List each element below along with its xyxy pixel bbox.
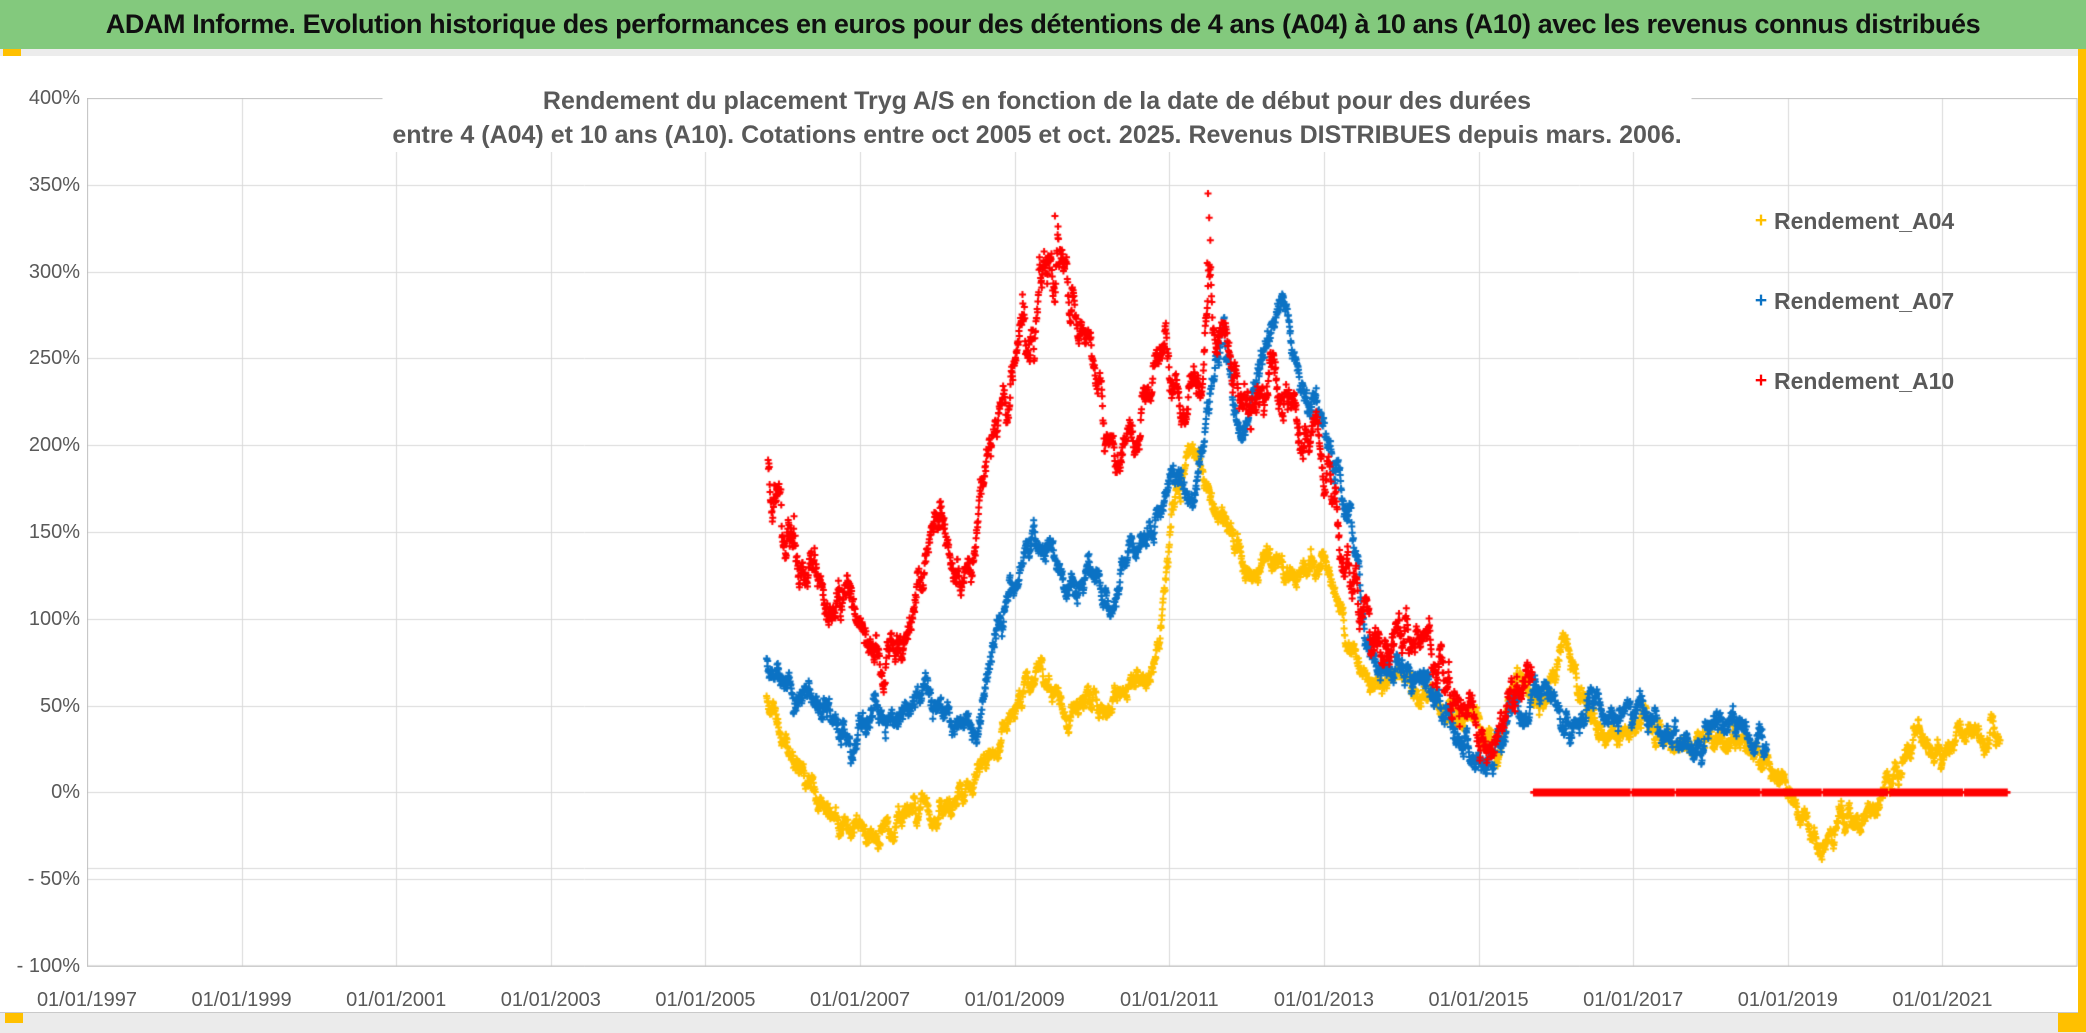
bottom-strip <box>0 1012 2086 1033</box>
legend-item-a10[interactable]: + Rendement_A10 <box>1748 360 1954 402</box>
selection-handle-bottom-left[interactable] <box>5 1013 23 1023</box>
y-tick-label: 400% <box>28 87 80 109</box>
y-tick-label: 200% <box>28 434 80 457</box>
x-tick-label: 01/01/2021 <box>1892 989 1993 1011</box>
legend-label-a10: Rendement_A10 <box>1774 367 1955 394</box>
y-tick-label: 150% <box>28 521 80 543</box>
selection-handle-top-left[interactable] <box>3 49 21 56</box>
x-tick-label: 01/01/2013 <box>1273 989 1375 1011</box>
page-title: ADAM Informe. Evolution historique des p… <box>105 9 1981 39</box>
x-tick-label: 01/01/2019 <box>1737 989 1838 1011</box>
x-tick-label: 01/01/2003 <box>500 989 601 1011</box>
x-tick-label: 01/01/2001 <box>346 989 447 1011</box>
selection-handle-bottom-right[interactable] <box>2058 1013 2086 1032</box>
x-tick-label: 01/01/2017 <box>1583 989 1684 1011</box>
legend-item-a07[interactable]: + Rendement_A07 <box>1748 280 1954 322</box>
plot-area[interactable] <box>87 98 2078 967</box>
x-tick-label: 01/01/2015 <box>1428 989 1529 1011</box>
x-tick-label: 01/01/2011 <box>1120 989 1219 1011</box>
y-tick-label: 300% <box>28 260 80 283</box>
legend-item-a04[interactable]: + Rendement_A04 <box>1748 200 1954 242</box>
x-tick-label: 01/01/2005 <box>655 989 756 1011</box>
chart-title-line2: entre 4 (A04) et 10 ans (A10). Cotations… <box>392 121 1682 149</box>
header-shadow <box>0 49 2086 56</box>
legend-label-a07: Rendement_A07 <box>1774 287 1955 314</box>
chart-title: Rendement du placement Tryg A/S en fonct… <box>382 84 1692 152</box>
header-bar: ADAM Informe. Evolution historique des p… <box>0 0 2086 49</box>
y-tick-label: 350% <box>28 173 80 196</box>
y-tick-label: 0% <box>51 781 80 804</box>
x-tick-label: 01/01/1999 <box>191 989 292 1011</box>
plus-marker-icon-a10: + <box>1754 369 1768 392</box>
legend-label-a04: Rendement_A04 <box>1774 207 1955 234</box>
y-tick-label: - 100% <box>16 955 80 977</box>
plus-marker-icon-a07: + <box>1754 289 1768 312</box>
y-tick-label: 100% <box>28 607 80 630</box>
selection-border-right[interactable] <box>2078 49 2086 1032</box>
x-tick-label: 01/01/1997 <box>36 989 138 1011</box>
x-tick-label: 01/01/2009 <box>964 989 1065 1011</box>
x-tick-label: 01/01/2007 <box>810 989 911 1011</box>
y-tick-label: - 50% <box>27 868 80 891</box>
plus-marker-icon-a04: + <box>1754 209 1768 232</box>
y-tick-label: 250% <box>28 347 80 370</box>
chart-title-line1: Rendement du placement Tryg A/S en fonct… <box>542 87 1532 115</box>
y-tick-label: 50% <box>39 694 80 717</box>
legend: + Rendement_A04 + Rendement_A07 + Rendem… <box>1748 200 1954 440</box>
